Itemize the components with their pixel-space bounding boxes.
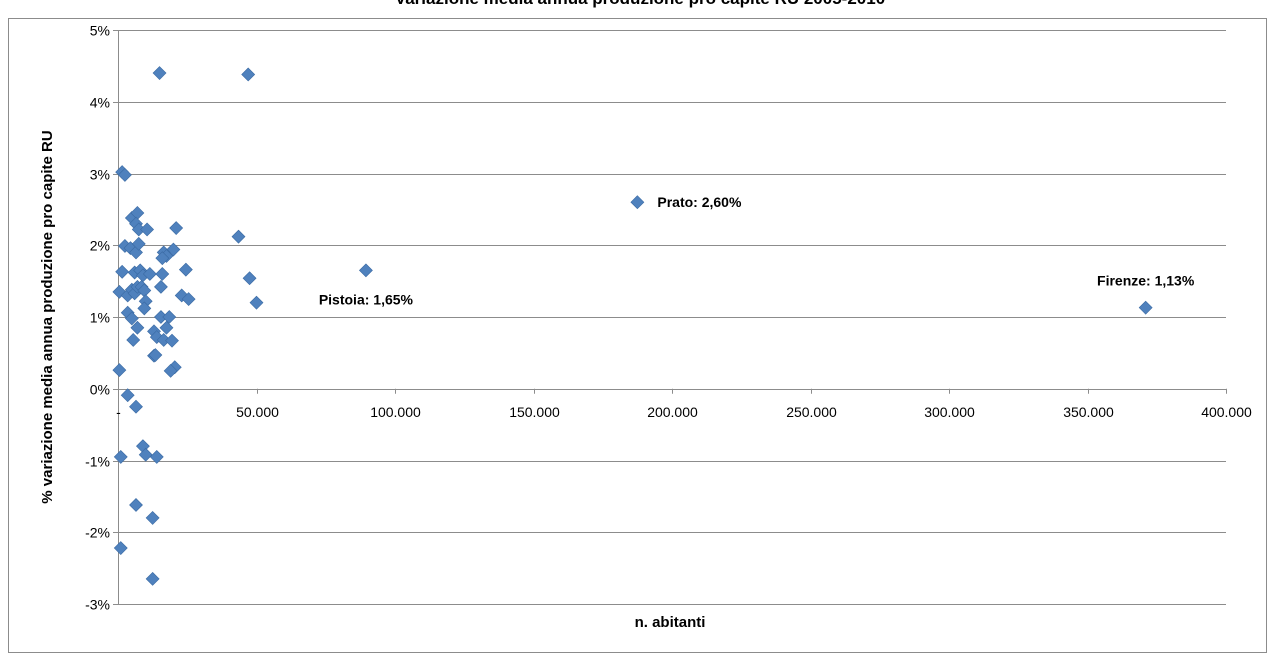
point-annotation-label: Firenze: 1,13% <box>1097 273 1195 289</box>
chart-title: Variazione media annua produzione pro ca… <box>395 0 885 8</box>
data-point <box>130 320 145 335</box>
data-point <box>152 66 167 80</box>
data-point <box>145 510 160 525</box>
data-point <box>142 267 157 281</box>
y-tick-label: -2% <box>85 525 110 541</box>
y-tick-label: 3% <box>90 167 110 183</box>
x-tick-label: 300.000 <box>924 404 975 420</box>
data-point <box>249 295 264 310</box>
point-annotations: Prato: 2,60% Pistoia: 1,65% Firenze: 1,13% <box>319 194 1195 307</box>
data-point <box>242 271 257 286</box>
data-point <box>241 67 256 82</box>
x-tick-label: 250.000 <box>786 404 837 420</box>
data-point <box>148 348 163 362</box>
data-point <box>154 279 168 294</box>
data-point <box>126 333 141 347</box>
data-point <box>155 267 170 281</box>
data-point <box>231 229 246 244</box>
data-point <box>169 221 184 235</box>
data-point <box>155 251 170 266</box>
data-point <box>137 301 152 316</box>
data-points <box>112 66 1153 586</box>
data-point <box>138 447 153 462</box>
y-tick-label: -1% <box>85 454 110 470</box>
data-point <box>162 310 177 324</box>
data-point <box>163 363 178 378</box>
data-point <box>129 399 143 414</box>
chart-border <box>8 18 1267 653</box>
data-point <box>118 168 132 182</box>
axes <box>113 30 1227 605</box>
x-tick-label: 150.000 <box>509 404 560 420</box>
data-point <box>113 449 128 464</box>
data-point <box>131 236 146 251</box>
data-point <box>178 262 193 277</box>
data-point <box>140 222 155 237</box>
point-annotation-label: Pistoia: 1,65% <box>319 291 414 307</box>
y-tick-label: 2% <box>90 238 110 254</box>
y-tick-label: 1% <box>90 310 110 326</box>
data-point <box>149 449 164 464</box>
data-point <box>120 388 135 403</box>
data-point <box>181 292 196 306</box>
x-tick-label: - <box>116 404 121 420</box>
x-tick-labels: - 50.000 100.000 150.000 200.000 250.000 300.0… <box>116 404 1252 420</box>
y-tick-label: -3% <box>85 597 110 613</box>
y-tick-label: 4% <box>90 95 110 111</box>
gridlines <box>118 30 1226 605</box>
y-axis-title: % variazione media annua produzione pro … <box>39 130 56 503</box>
data-point <box>115 264 130 279</box>
x-tick-label: 400.000 <box>1201 404 1252 420</box>
x-axis-title: n. abitanti <box>635 614 706 631</box>
data-point <box>159 320 174 335</box>
data-point <box>630 195 645 210</box>
point-annotation-label: Prato: 2,60% <box>657 194 742 210</box>
data-point <box>145 571 160 586</box>
data-point <box>358 263 373 278</box>
y-tick-labels: -3% -2% -1% 0% 1% 2% 3% 4% 5% <box>85 23 110 613</box>
x-tick-label: 350.000 <box>1063 404 1114 420</box>
x-tick-label: 50.000 <box>236 404 279 420</box>
data-point <box>129 498 143 512</box>
x-tick-label: 200.000 <box>647 404 698 420</box>
y-tick-label: 5% <box>90 23 110 39</box>
data-point <box>124 311 139 326</box>
data-point <box>113 541 128 555</box>
y-tick-label: 0% <box>90 382 110 398</box>
x-tick-label: 100.000 <box>370 404 421 420</box>
data-point <box>1138 300 1153 315</box>
data-point <box>112 284 127 299</box>
data-point <box>112 363 127 378</box>
data-point <box>165 333 179 348</box>
